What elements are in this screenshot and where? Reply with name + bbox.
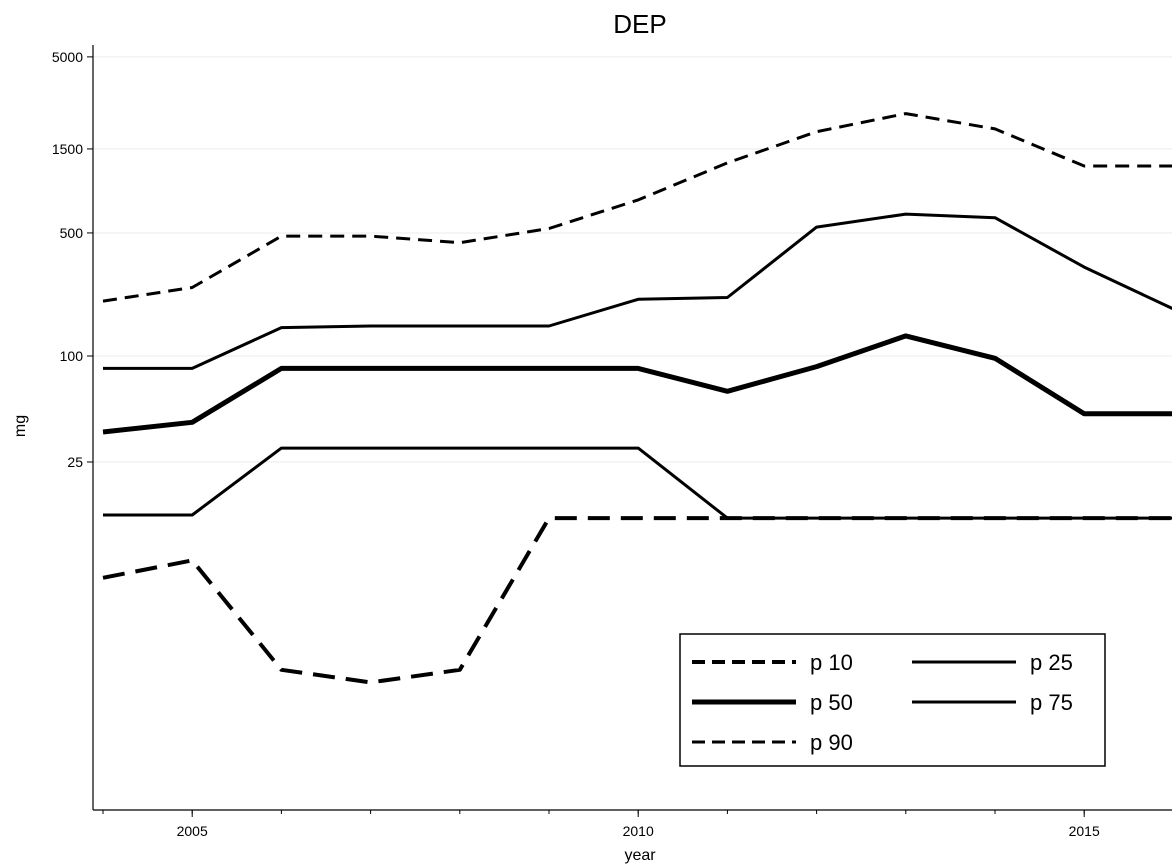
y-axis-label: mg <box>12 415 29 437</box>
x-tick-label: 2005 <box>177 823 208 839</box>
axes: 25 100 500 1500 5000 2005 2010 2015 <box>52 45 1172 839</box>
series-lines <box>102 112 1172 685</box>
series-line-p25 <box>103 446 1172 520</box>
gridlines <box>93 56 1172 463</box>
series-line-p90 <box>102 112 1172 303</box>
series-line-p50 <box>102 333 1172 435</box>
chart-title: DEP <box>613 9 666 39</box>
x-tick-label: 2010 <box>623 823 654 839</box>
y-tick-label: 1500 <box>52 141 83 157</box>
legend-label: p 10 <box>810 650 853 675</box>
y-tick-label: 100 <box>60 348 84 364</box>
x-tick-label: 2015 <box>1069 823 1100 839</box>
legend-label: p 90 <box>810 730 853 755</box>
legend-label: p 25 <box>1030 650 1073 675</box>
y-tick-label: 25 <box>67 454 83 470</box>
legend-label: p 50 <box>810 690 853 715</box>
x-axis-label: year <box>624 847 656 864</box>
series-line-p75 <box>103 212 1172 370</box>
legend-label: p 75 <box>1030 690 1073 715</box>
y-tick-label: 500 <box>60 225 84 241</box>
legend: p 10 p 25 p 50 p 75 p 90 <box>679 633 1106 767</box>
y-tick-label: 5000 <box>52 49 83 65</box>
